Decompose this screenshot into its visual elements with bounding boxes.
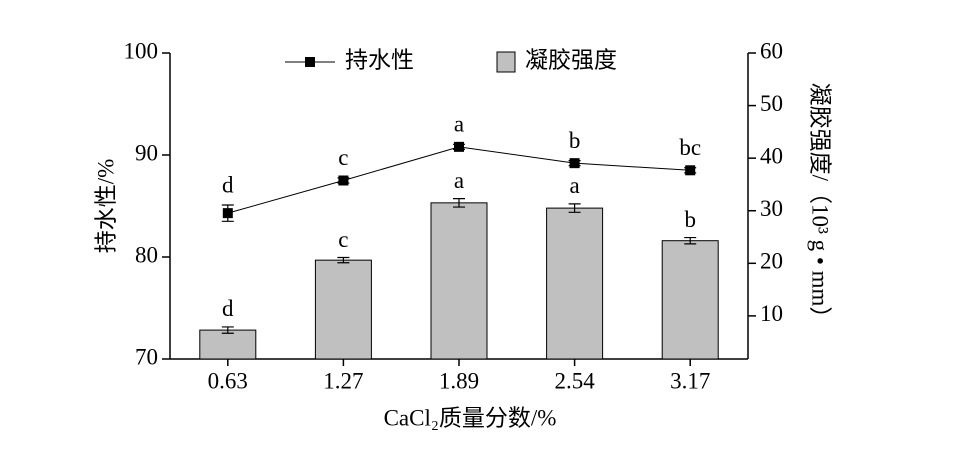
legend-marker — [305, 57, 315, 67]
y-tick-label: 80 — [135, 242, 158, 267]
significance-label: d — [222, 172, 234, 197]
y2-tick-label: 40 — [760, 143, 783, 168]
x-tick-label: 0.63 — [208, 368, 248, 393]
y2-tick-label: 50 — [760, 91, 783, 116]
error-bar — [337, 256, 350, 264]
bar — [199, 329, 257, 360]
x-axis-label: CaCl₂质量分数/% — [384, 405, 557, 430]
x-tick-label: 1.89 — [439, 368, 479, 393]
bar — [661, 240, 719, 360]
y-tick-label: 90 — [135, 140, 158, 165]
bar — [546, 207, 604, 360]
y2-tick-label: 20 — [760, 249, 783, 274]
significance-label: d — [222, 296, 234, 321]
error-bar — [568, 203, 581, 213]
significance-label: b — [569, 128, 581, 153]
y-tick-label: 100 — [124, 38, 159, 63]
significance-label: a — [454, 112, 464, 137]
significance-label: a — [454, 168, 464, 193]
bar — [314, 259, 372, 360]
bar — [430, 202, 488, 360]
line-marker — [454, 141, 464, 152]
y2-axis-label: 凝胶强度/（10³ g • mm） — [808, 83, 833, 330]
significance-label: a — [569, 173, 579, 198]
x-tick-label: 2.54 — [554, 368, 595, 393]
y2-tick-label: 10 — [760, 301, 783, 326]
significance-label: c — [338, 227, 348, 252]
significance-label: bc — [679, 135, 701, 160]
x-tick-label: 3.17 — [670, 368, 710, 393]
line-marker — [338, 175, 349, 186]
legend-label: 凝胶强度 — [525, 47, 617, 72]
error-bar — [221, 326, 234, 334]
x-tick-label: 1.27 — [323, 368, 363, 393]
y-axis-label: 持水性/% — [93, 159, 118, 254]
y2-tick-label: 30 — [760, 196, 783, 221]
legend-swatch — [496, 51, 516, 73]
line-marker — [685, 165, 696, 176]
line-marker — [569, 158, 580, 169]
line-marker — [222, 208, 233, 219]
y2-tick-label: 60 — [760, 38, 783, 63]
y-tick-label: 70 — [135, 344, 158, 369]
error-bar — [684, 236, 697, 245]
error-bar — [453, 198, 465, 208]
legend-label: 持水性 — [345, 47, 414, 72]
significance-label: c — [338, 145, 348, 170]
significance-label: b — [684, 207, 696, 232]
